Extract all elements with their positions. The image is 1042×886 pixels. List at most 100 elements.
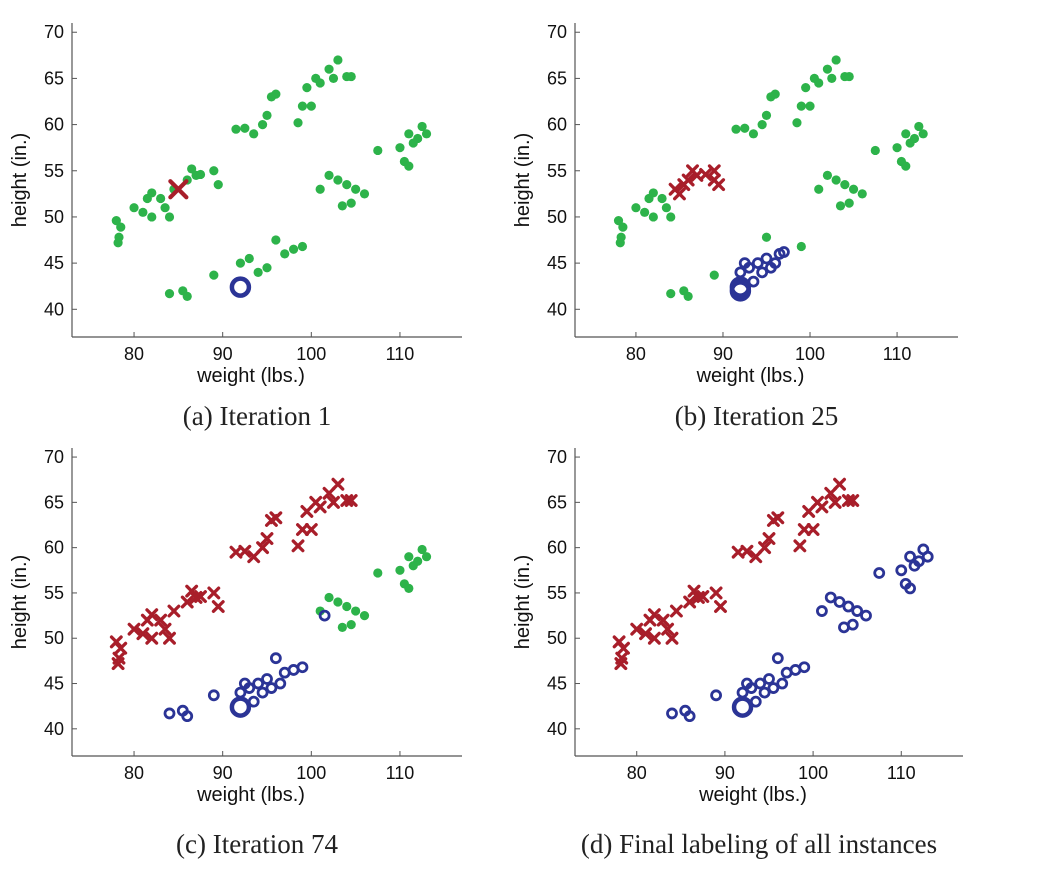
- data-point-x: [696, 590, 710, 604]
- data-point-o: [163, 707, 176, 720]
- data-point-x: [681, 173, 695, 187]
- data-point-dot: [404, 129, 414, 139]
- y-tick-label: 60: [44, 115, 64, 135]
- data-point-dot: [116, 222, 126, 232]
- y-tick-label: 70: [44, 22, 64, 42]
- data-point-dot: [844, 198, 854, 208]
- data-point-dot: [324, 170, 334, 180]
- data-point-x-stroke: [797, 523, 811, 536]
- data-point-x-stroke: [154, 613, 168, 627]
- y-tick-label: 60: [44, 538, 64, 558]
- data-point-o: [743, 261, 755, 274]
- y-tick-label: 45: [44, 674, 64, 694]
- data-point-o: [229, 276, 252, 298]
- data-point-dot: [421, 129, 432, 139]
- data-point-x: [639, 627, 652, 641]
- y-tick-label: 60: [547, 115, 567, 135]
- data-point-x-stroke: [158, 622, 172, 636]
- data-point-dot: [195, 169, 206, 180]
- data-point-o: [749, 695, 762, 708]
- data-point-x: [793, 539, 807, 553]
- x-tick-label: 90: [715, 763, 735, 783]
- data-point-dot: [615, 238, 625, 248]
- data-point-x: [111, 657, 125, 671]
- data-point-o: [895, 564, 908, 577]
- data-point-x-stroke: [207, 586, 221, 600]
- data-point-dot: [138, 207, 148, 217]
- data-point-dot: [249, 129, 259, 139]
- data-point-dot: [844, 71, 854, 82]
- data-point-dot: [901, 129, 911, 139]
- data-point-x: [180, 595, 194, 609]
- data-point-dot: [342, 601, 352, 612]
- y-tick-label: 70: [547, 22, 567, 42]
- data-point-dot: [333, 55, 343, 65]
- data-point-x-stroke: [617, 641, 630, 655]
- data-point-o: [734, 266, 747, 279]
- y-tick-label: 70: [44, 447, 64, 467]
- data-point-dot: [351, 184, 361, 194]
- data-point-dot: [315, 184, 325, 194]
- data-point-x: [260, 532, 274, 546]
- data-point-dot: [770, 89, 780, 99]
- data-point-dot: [337, 201, 347, 211]
- data-point-x: [313, 500, 327, 514]
- y-tick-label: 45: [547, 674, 567, 694]
- data-point-dot: [421, 552, 432, 562]
- data-point-x: [194, 590, 207, 604]
- data-point-dot: [315, 78, 325, 88]
- data-point-x: [207, 586, 221, 600]
- data-point-dot: [761, 110, 772, 120]
- data-point-dot: [796, 241, 806, 252]
- data-point-x: [699, 168, 713, 181]
- data-point-dot: [315, 606, 325, 616]
- data-point-o: [769, 257, 782, 270]
- data-point-x-stroke: [180, 595, 194, 609]
- data-point-dot: [324, 64, 334, 74]
- data-point-o: [778, 246, 790, 258]
- data-point-dot: [346, 71, 356, 82]
- data-point-dot: [359, 189, 370, 199]
- data-point-dot: [613, 216, 624, 226]
- data-point-dot: [333, 175, 343, 185]
- data-point-dot: [342, 180, 352, 190]
- data-point-o: [731, 696, 754, 718]
- data-point-x: [344, 494, 358, 507]
- y-axis-label: height (in.): [9, 555, 31, 650]
- x-tick-label: 80: [124, 763, 144, 783]
- data-point-x-stroke: [344, 494, 358, 507]
- data-point-x: [683, 595, 697, 609]
- data-point-dot: [346, 620, 356, 630]
- data-point-dot: [113, 238, 123, 248]
- data-point-o: [767, 682, 780, 694]
- panel-caption: (c) Iteration 74: [176, 829, 338, 859]
- data-point-x: [709, 586, 723, 600]
- data-point-dot: [187, 164, 197, 174]
- data-point-o: [747, 275, 760, 288]
- data-point-dot: [302, 83, 312, 93]
- x-tick-label: 90: [213, 763, 233, 783]
- data-point-dot: [417, 544, 427, 555]
- data-point-dot: [731, 124, 741, 134]
- data-point-dot: [213, 180, 223, 190]
- data-point-dot: [359, 610, 370, 621]
- data-point-x-stroke: [669, 604, 683, 618]
- data-point-x: [707, 164, 721, 178]
- data-point-x: [797, 523, 811, 536]
- data-point-x-stroke: [647, 608, 661, 622]
- data-point-o: [265, 682, 278, 694]
- data-point-x: [758, 541, 772, 555]
- x-axis-label: weight (lbs.): [196, 784, 305, 806]
- data-point-o: [771, 652, 784, 665]
- data-point-x: [656, 613, 670, 627]
- data-point-x: [617, 641, 630, 655]
- data-point-o: [860, 609, 872, 622]
- chart-panel: 40 45 50 55 60 65 70 80 90 100 110 weight (lbs.) hei…: [9, 22, 462, 431]
- data-point-dot: [288, 244, 299, 254]
- data-point-x-stroke: [269, 511, 283, 525]
- y-tick-label: 60: [547, 538, 567, 558]
- chart-panel: 40 45 50 55 60 65 70 80 90 100 110 weight (lbs.) hei…: [512, 447, 963, 859]
- data-point-x: [669, 604, 683, 618]
- data-point-x-stroke: [762, 532, 776, 546]
- data-point-x-stroke: [806, 523, 820, 536]
